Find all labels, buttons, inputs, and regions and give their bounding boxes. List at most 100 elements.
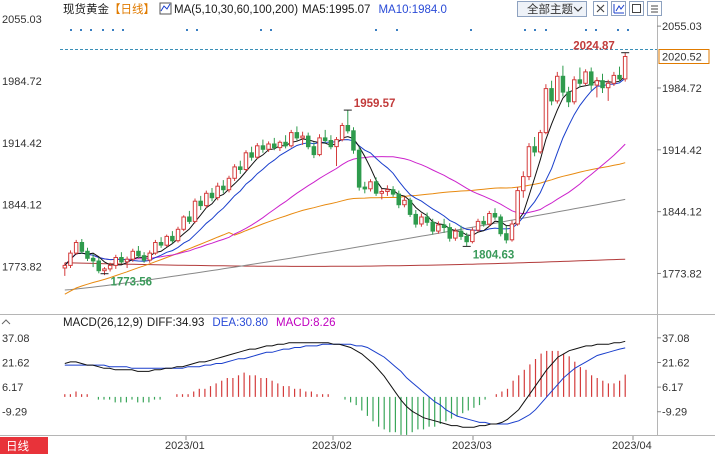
candle-up (572, 79, 577, 103)
candle-up (605, 82, 611, 89)
candle-up (419, 216, 424, 225)
price-axis-ticks: 2055.03 2055.03 1984.72 1984.72 1914.42 1914.… (2, 14, 702, 280)
candle-up (317, 137, 322, 156)
candle-down (141, 255, 147, 261)
candle-up (436, 224, 441, 232)
period-tab[interactable]: 日线 (0, 437, 48, 454)
candle-up (204, 192, 209, 207)
macd-axis-ticks: 37.08 37.08 21.62 21.62 6.17 6.17 -9.29 -9.29 (2, 333, 690, 419)
macd-dea-label: DEA:30.80 (212, 317, 268, 329)
price-tick-left: 1914.42 (2, 138, 42, 150)
ma30-line (64, 143, 626, 266)
candle-up (277, 141, 283, 149)
maximize-icon[interactable] (629, 1, 644, 16)
candle-down (170, 235, 175, 242)
price-tick-right: 1914.42 (662, 145, 702, 157)
candle-down (238, 166, 243, 170)
candle-up (226, 177, 232, 191)
macd-diff-label: DIFF:34.93 (147, 317, 205, 329)
period-label: 【日线】 (109, 2, 155, 16)
signal-dot (112, 29, 114, 31)
settings-icon[interactable] (647, 1, 662, 16)
candle-up (475, 220, 481, 231)
macd-params-label: MACD(26,12,9) (63, 317, 143, 329)
time-label: 2023/04 (612, 440, 652, 452)
candle-down (577, 79, 583, 84)
candle-up (107, 264, 113, 270)
candle-up (147, 252, 152, 261)
ma60-line (64, 162, 626, 295)
candle-down (96, 260, 101, 272)
candle-up (594, 80, 600, 86)
annotation-high-label: 2024.87 (573, 41, 615, 53)
candle-up (368, 181, 373, 190)
ma100-line (64, 198, 626, 291)
candle-down (283, 141, 288, 147)
candle-up (300, 135, 305, 139)
time-label: 2023/02 (312, 440, 352, 452)
macd-histogram (64, 350, 626, 435)
candle-down (311, 146, 317, 156)
candle-down (373, 181, 379, 194)
signal-dot (545, 29, 547, 31)
candle-up (192, 200, 198, 222)
candle-up (334, 139, 339, 148)
period-tab-label: 日线 (6, 439, 29, 453)
theme-dropdown-button[interactable]: 全部主题 (517, 1, 587, 17)
candle-down (85, 250, 90, 259)
candle-down (396, 193, 401, 206)
price-tick-left: 1773.82 (2, 261, 42, 273)
candle-up (153, 242, 158, 254)
candle-down (328, 140, 334, 148)
macd-tick-right: -9.29 (662, 407, 687, 419)
macd-tick-right: 21.62 (662, 357, 690, 369)
candle-down (158, 242, 164, 246)
candle-down (464, 235, 469, 243)
candle-down (79, 242, 85, 252)
candle-up (402, 199, 407, 206)
candle-down (351, 130, 356, 151)
candle-up (130, 250, 135, 260)
chevron-down-icon (573, 6, 583, 12)
annotation-low-label: 1804.63 (473, 249, 515, 261)
signal-dot (270, 29, 272, 31)
candle-down (119, 257, 124, 263)
candle-down (136, 250, 141, 257)
signal-dot (375, 29, 377, 31)
price-tick-right: 1844.12 (662, 207, 702, 219)
candle-down (498, 216, 503, 235)
candle-up (555, 75, 560, 102)
candle-down (345, 125, 351, 132)
candle-up (611, 74, 617, 84)
candle-down (294, 132, 300, 139)
price-tick-right: 1984.72 (662, 83, 702, 95)
candle-up (181, 216, 186, 230)
close-icon[interactable] (593, 1, 608, 16)
candle-up (215, 185, 220, 199)
candle-down (532, 146, 537, 153)
indicator-icon[interactable] (611, 1, 626, 16)
signal-dot (186, 29, 188, 31)
price-tick-right: 2055.03 (662, 21, 702, 33)
candle-down (430, 221, 435, 232)
candle-up (255, 145, 260, 158)
candle-up (583, 71, 588, 84)
candle-down (413, 213, 418, 225)
candle-down (504, 233, 509, 241)
signal-dot (627, 29, 629, 31)
candle-down (458, 230, 464, 237)
time-axis-labels: 2023/01 2023/02 2023/03 2023/04 (165, 436, 652, 452)
candle-up (73, 242, 79, 254)
candle-up (113, 257, 118, 266)
candle-down (362, 186, 368, 190)
candle-down (566, 91, 571, 103)
candle-down (306, 135, 311, 148)
signal-dot (585, 29, 587, 31)
candle-up (232, 166, 237, 179)
candle-down (272, 143, 277, 148)
candle-down (589, 71, 594, 86)
ma10-line (64, 77, 626, 266)
time-label: 2023/03 (452, 440, 492, 452)
